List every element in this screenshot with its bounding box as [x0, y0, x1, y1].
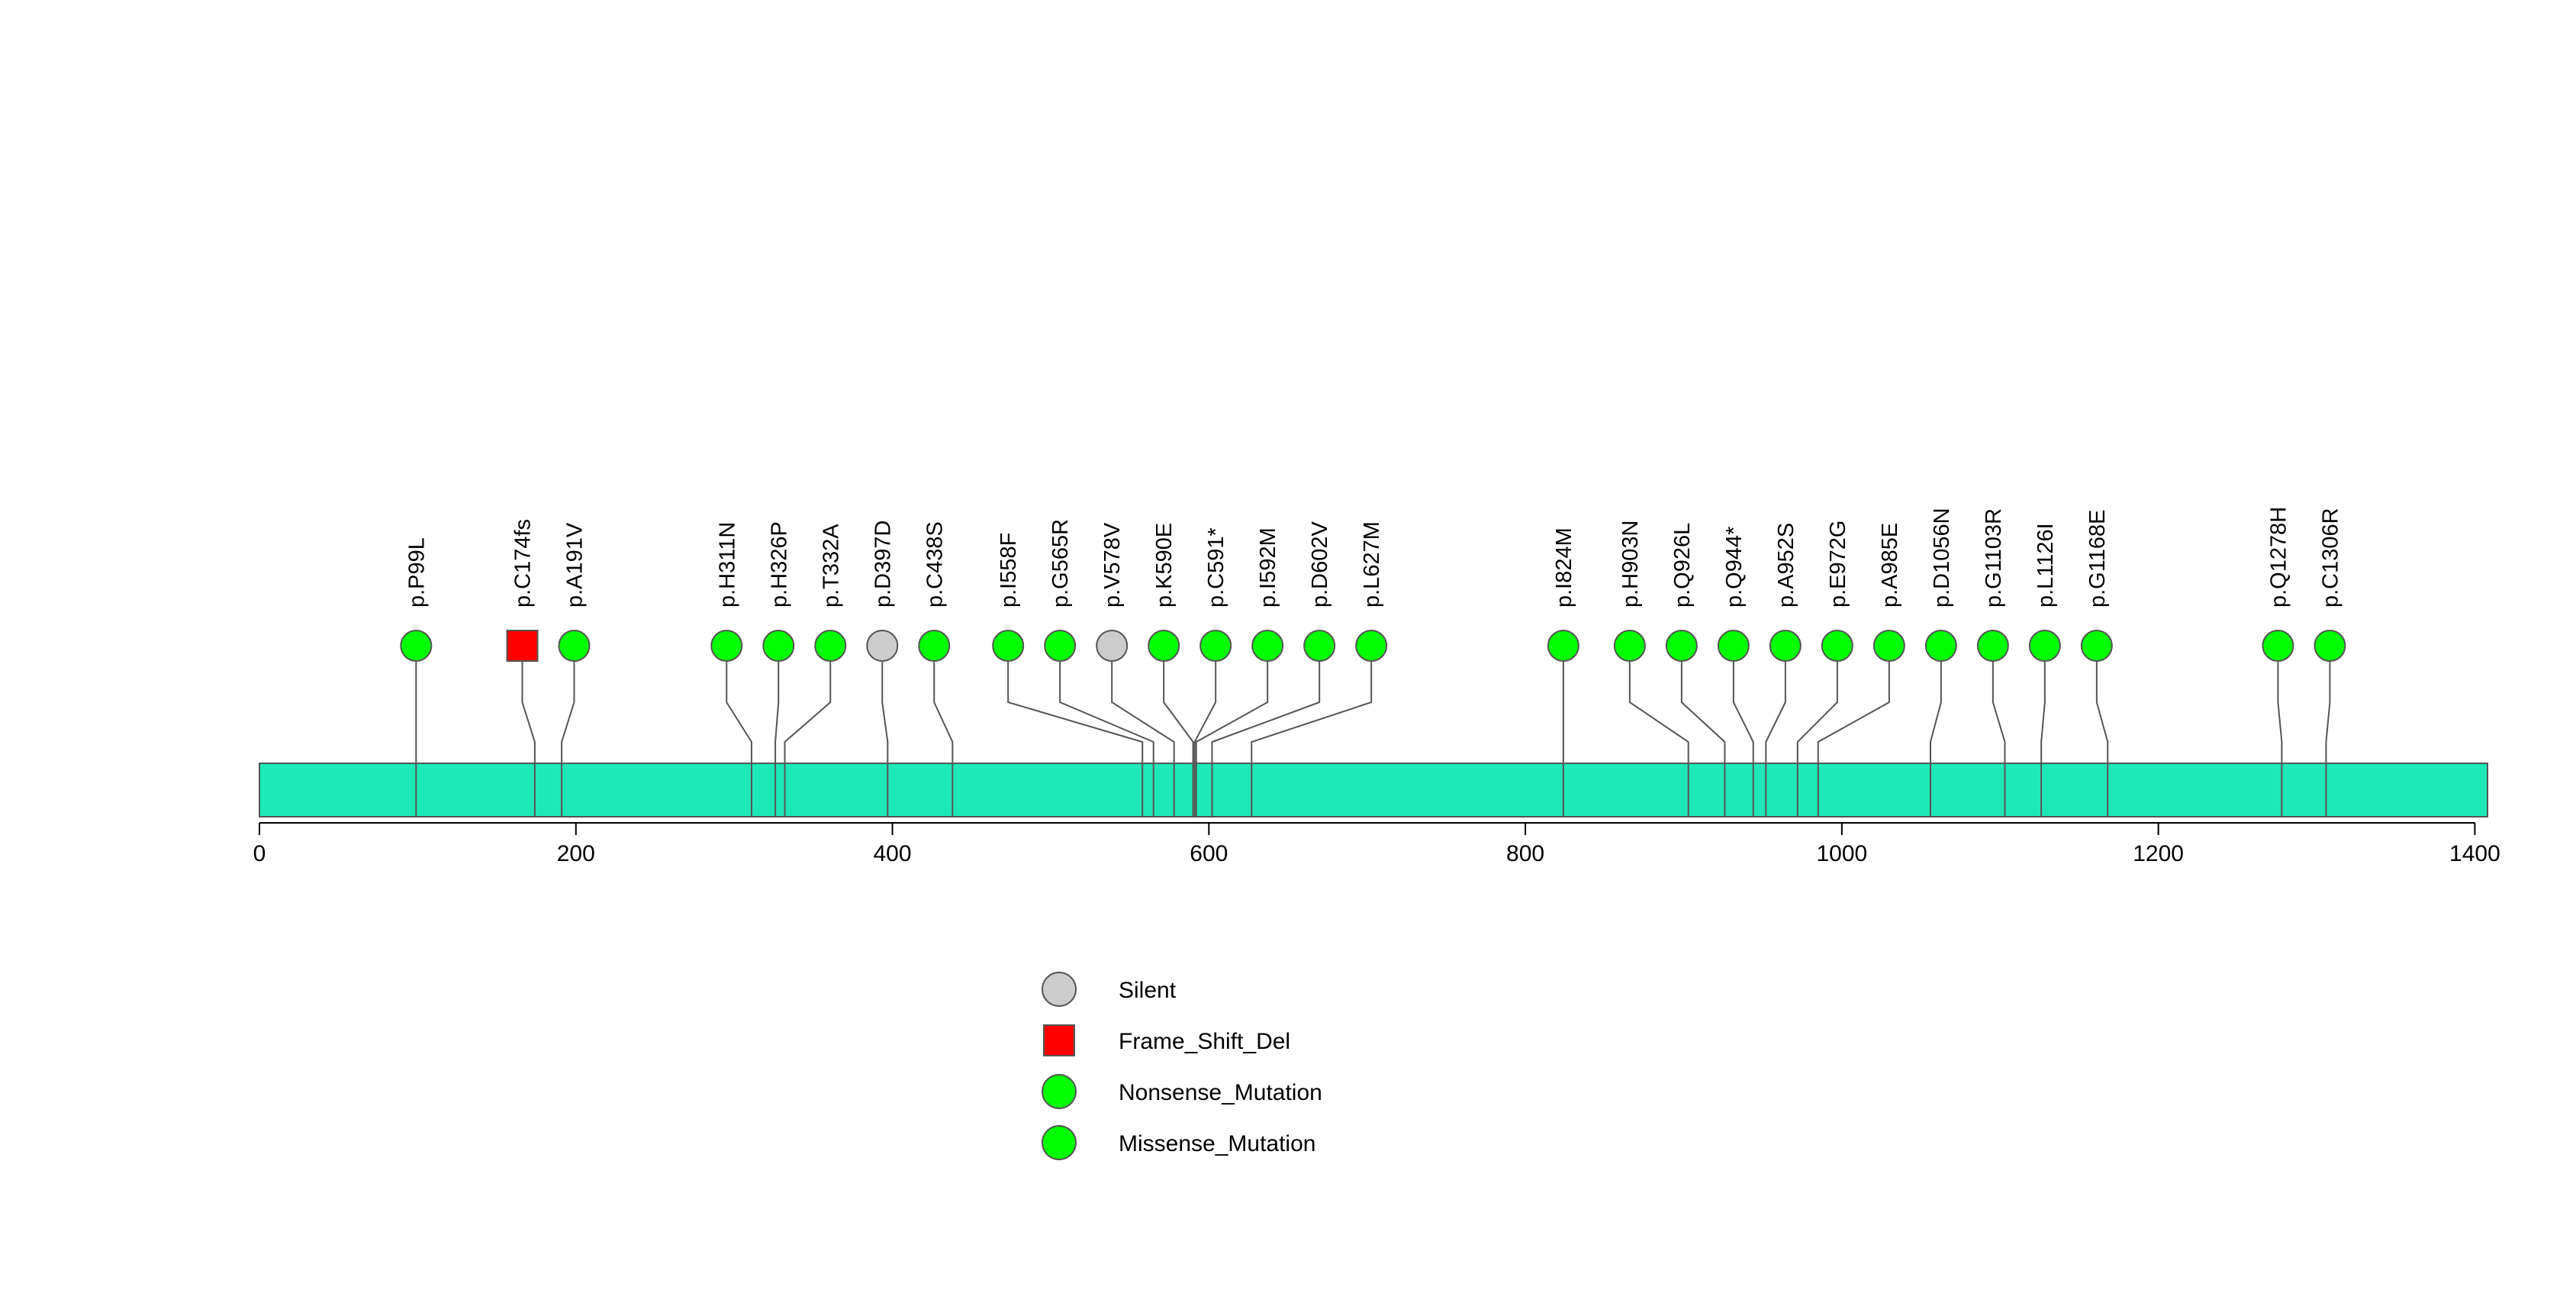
legend-label: Missense_Mutation — [1119, 1131, 1315, 1156]
mutation-marker-missense_mutation — [2314, 630, 2346, 662]
mutation-label: p.G1103R — [1982, 508, 2006, 608]
legend-swatch-nonsense_mutation — [1042, 1074, 1077, 1109]
mutation-marker-missense_mutation — [762, 630, 795, 662]
mutation-marker-missense_mutation — [1665, 630, 1698, 662]
mutation-marker-missense_mutation — [918, 630, 951, 662]
mutation-label: p.C174fs — [510, 519, 535, 608]
mutation-label: p.V578V — [1100, 522, 1125, 608]
legend: Silent Frame_Shift_Del Nonsense_Mutation Mi… — [1042, 972, 1322, 1160]
x-axis-tick-label: 0 — [253, 841, 266, 866]
mutation-label: p.T332A — [819, 524, 843, 608]
protein-domain — [259, 763, 2488, 818]
x-axis-tick-label: 1400 — [2449, 841, 2500, 866]
mutation-marker-missense_mutation — [1148, 630, 1180, 662]
mutation-label: p.D397D — [871, 521, 895, 608]
mutation-marker-missense_mutation — [1821, 630, 1853, 662]
mutation-marker-missense_mutation — [1355, 630, 1388, 662]
mutation-label: p.H311N — [715, 522, 739, 608]
mutation-label: p.I824M — [1552, 527, 1576, 608]
domain-bar — [259, 763, 2488, 818]
legend-swatch-frame_shift_del — [1043, 1024, 1075, 1056]
mutation-marker-silent — [866, 630, 899, 662]
x-axis: 0 200 400 600 800 1000 1200 1400 — [253, 822, 2500, 866]
mutation-label: p.Q926L — [1670, 523, 1695, 608]
mutation-marker-missense_mutation — [1872, 630, 1905, 662]
mutation-marker-missense_mutation — [1044, 630, 1077, 662]
mutation-label: p.C438S — [923, 521, 947, 608]
mutation-marker-missense_mutation — [1547, 630, 1579, 662]
mutation-label: p.L627M — [1360, 521, 1384, 608]
mutation-marker-missense_mutation — [814, 630, 847, 662]
mutation-label: p.H326P — [767, 521, 791, 608]
mutation-marker-nonsense_mutation — [1199, 630, 1232, 662]
mutation-label: p.A985E — [1878, 523, 1902, 608]
mutation-label: p.A191V — [562, 522, 587, 608]
mutation-marker-missense_mutation — [1924, 630, 1957, 662]
x-axis-tick-label: 200 — [557, 841, 595, 866]
legend-swatch-missense_mutation — [1042, 1125, 1077, 1160]
mutation-label: p.P99L — [404, 537, 429, 608]
mutation-marker-frame_shift_del — [506, 630, 539, 662]
mutation-labels: p.P99L p.C174fs p.A191V p.H311N p.H326P p.T33… — [404, 507, 2343, 608]
mutation-label: p.E972G — [1826, 521, 1850, 608]
x-axis-tick-label: 1000 — [1816, 841, 1867, 866]
mutation-label: p.D1056N — [1930, 508, 1954, 608]
legend-label: Nonsense_Mutation — [1119, 1080, 1322, 1105]
mutation-marker-missense_mutation — [2262, 630, 2294, 662]
mutation-label: p.A952S — [1774, 523, 1798, 608]
mutation-marker-missense_mutation — [558, 630, 591, 662]
mutation-label: p.D602V — [1308, 521, 1332, 608]
mutation-marker-missense_mutation — [1251, 630, 1284, 662]
position-tick-lines — [415, 763, 2327, 817]
mutation-marker-missense_mutation — [1976, 630, 2009, 662]
mutation-marker-missense_mutation — [2028, 630, 2061, 662]
mutation-label: p.G1168E — [2085, 510, 2110, 608]
mutation-label: p.H903N — [1618, 521, 1643, 608]
mutation-marker-missense_mutation — [1613, 630, 1646, 662]
mutation-marker-silent — [1096, 630, 1129, 662]
mutation-label: p.G565R — [1048, 519, 1073, 608]
legend-swatch-silent — [1042, 972, 1077, 1007]
x-axis-tick-label: 1200 — [2133, 841, 2184, 866]
mutation-label: p.C1306R — [2318, 508, 2343, 608]
mutation-marker-missense_mutation — [400, 630, 433, 662]
mutation-label: p.Q1278H — [2266, 507, 2291, 608]
x-axis-tick-label: 800 — [1506, 841, 1544, 866]
mutation-label: p.K590E — [1152, 523, 1177, 608]
mutation-marker-missense_mutation — [1303, 630, 1336, 662]
mutation-label: p.I592M — [1256, 527, 1280, 608]
mutation-label: p.L1126I — [2033, 523, 2058, 608]
legend-label: Frame_Shift_Del — [1119, 1029, 1290, 1054]
x-axis-tick-label: 600 — [1190, 841, 1228, 866]
mutation-markers — [400, 630, 2346, 662]
mutation-marker-missense_mutation — [992, 630, 1025, 662]
mutation-marker-nonsense_mutation — [1717, 630, 1750, 662]
mutation-marker-missense_mutation — [1769, 630, 1802, 662]
mutation-marker-missense_mutation — [2080, 630, 2113, 662]
legend-label: Silent — [1119, 978, 1177, 1003]
x-axis-tick-label: 400 — [874, 841, 912, 866]
mutation-label: p.C591* — [1204, 527, 1228, 608]
mutation-label: p.Q944* — [1722, 527, 1747, 608]
mutation-label: p.I558F — [997, 533, 1021, 608]
mutation-marker-missense_mutation — [710, 630, 743, 662]
